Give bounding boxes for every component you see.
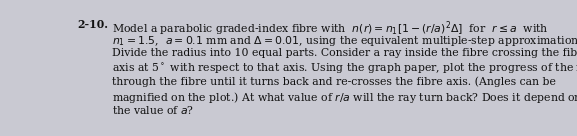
- Text: the value of $a$?: the value of $a$?: [113, 104, 194, 116]
- Text: $n_1 = 1.5$,  $a = 0.1$ mm and $\Delta = 0.01$, using the equivalent multiple-st: $n_1 = 1.5$, $a = 0.1$ mm and $\Delta = …: [113, 34, 577, 48]
- Text: through the fibre until it turns back and re-crosses the fibre axis. (Angles can: through the fibre until it turns back an…: [113, 76, 556, 87]
- Text: Divide the radius into 10 equal parts. Consider a ray inside the fibre crossing : Divide the radius into 10 equal parts. C…: [113, 48, 577, 58]
- Text: axis at 5$^\circ$ with respect to that axis. Using the graph paper, plot the pro: axis at 5$^\circ$ with respect to that a…: [113, 62, 577, 76]
- Text: Model a parabolic graded-index fibre with  $n(r) = n_1[1-(r/a)^2\Delta]$  for  $: Model a parabolic graded-index fibre wit…: [113, 19, 549, 38]
- Text: 2-10.: 2-10.: [77, 19, 108, 30]
- Text: magnified on the plot.) At what value of $r/a$ will the ray turn back? Does it d: magnified on the plot.) At what value of…: [113, 90, 577, 105]
